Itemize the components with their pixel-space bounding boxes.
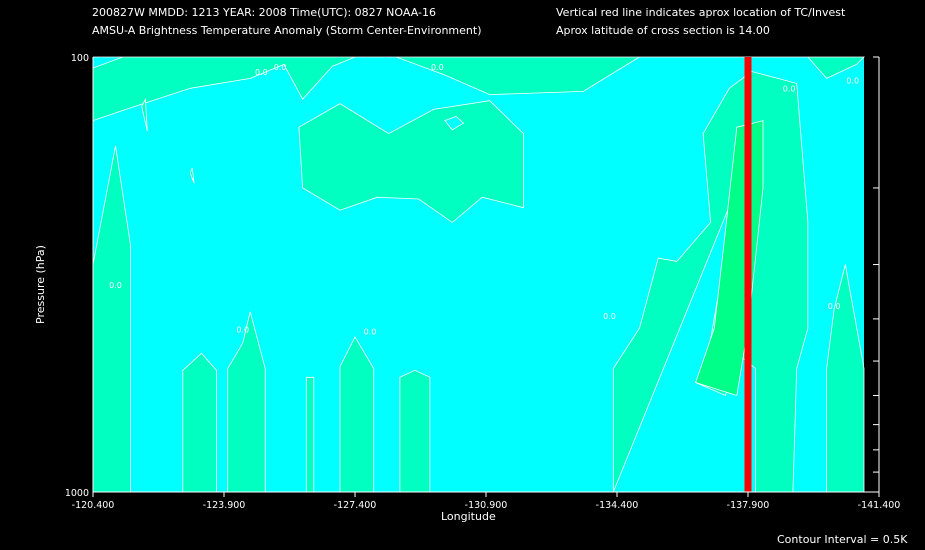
contour-label: 0.0 (846, 76, 859, 85)
anomaly-column-2 (182, 352, 217, 493)
anomaly-column-5 (339, 336, 375, 493)
contour-label: 0.0 (109, 281, 122, 290)
header-line-3: Vertical red line indicates aprox locati… (556, 6, 846, 19)
contour-label: 0.0 (431, 63, 444, 72)
contour-label: 0.0 (236, 326, 249, 335)
contour-interval-note: Contour Interval = 0.5K (777, 533, 908, 546)
x-axis-label: Longitude (441, 510, 496, 523)
storm-location-line (744, 57, 752, 492)
no-data-area (864, 57, 879, 492)
contour-label: 0.0 (783, 84, 796, 93)
y-axis-label: Pressure (hPa) (34, 245, 47, 324)
x-tick-label: -134.400 (596, 500, 639, 511)
contour-label: 0.0 (255, 68, 268, 77)
header-line-2: AMSU-A Brightness Temperature Anomaly (S… (92, 24, 482, 37)
anomaly-pocket (444, 116, 465, 131)
contour-label: 0.0 (364, 328, 377, 337)
anomaly-column-6 (399, 369, 431, 493)
x-tick-label: -123.900 (203, 500, 246, 511)
header-line-4: Aprox latitude of cross section is 14.00 (556, 24, 770, 37)
anomaly-region-upper-band (92, 56, 865, 122)
contour-label: 0.0 (603, 312, 616, 321)
anomaly-spike-1 (141, 97, 148, 132)
contour-label: 0.0 (828, 302, 841, 311)
anomaly-spike-2 (189, 167, 195, 184)
anomaly-column-4 (305, 376, 315, 493)
axis-ticks: -120.400 -123.900 -127.400 -130.900 -134.400… (65, 53, 901, 511)
anomaly-region-upper-mid (298, 100, 524, 223)
header-line-1: 200827W MMDD: 1213 YEAR: 2008 Time(UTC):… (92, 6, 436, 19)
contour-labels: 0.0 0.0 0.0 0.0 0.0 0.0 0.0 0.0 0.0 0.0 (109, 63, 859, 337)
y-tick-label: 1000 (65, 488, 89, 499)
x-tick-label: -127.400 (334, 500, 377, 511)
x-tick-label: -137.900 (727, 500, 770, 511)
x-tick-label: -130.900 (465, 500, 508, 511)
contour-label: 0.0 (274, 63, 287, 72)
x-tick-label: -120.400 (72, 500, 115, 511)
x-tick-label: -141.400 (858, 500, 901, 511)
anomaly-fill-layer (92, 56, 879, 493)
y-tick-label: 100 (71, 53, 89, 64)
